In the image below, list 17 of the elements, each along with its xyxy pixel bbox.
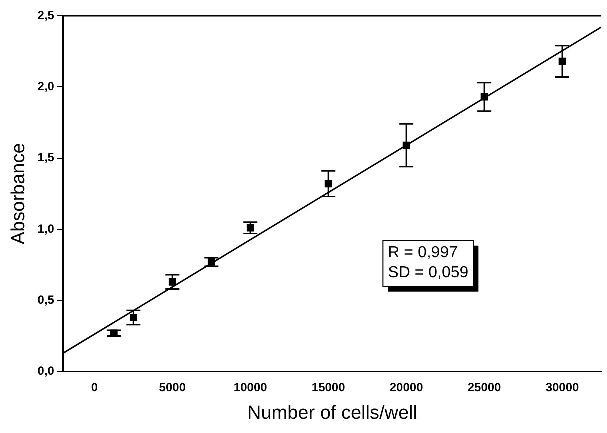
y-tick-label: 0,0 (38, 364, 55, 378)
x-tick-label: 25000 (468, 380, 502, 394)
y-tick-label: 2,0 (38, 79, 55, 94)
x-tick-label: 10000 (234, 380, 268, 394)
y-axis-title: Absorbance (8, 143, 30, 245)
x-tick-label: 5000 (159, 380, 186, 394)
x-tick-label: 15000 (312, 380, 346, 394)
x-tick-label: 0 (91, 380, 98, 394)
x-tick-label: 30000 (546, 380, 580, 394)
x-tick-label: 20000 (390, 380, 424, 394)
y-tick-label: 2,5 (38, 8, 55, 22)
x-axis-title: Number of cells/well (247, 402, 418, 424)
y-tick-label: 0,5 (38, 292, 55, 307)
y-tick-label: 1,0 (38, 222, 55, 236)
y-tick-label: 1,5 (38, 150, 55, 165)
annotation: SD = 0,059 (388, 264, 469, 282)
annotation: R = 0,997 (388, 244, 458, 262)
